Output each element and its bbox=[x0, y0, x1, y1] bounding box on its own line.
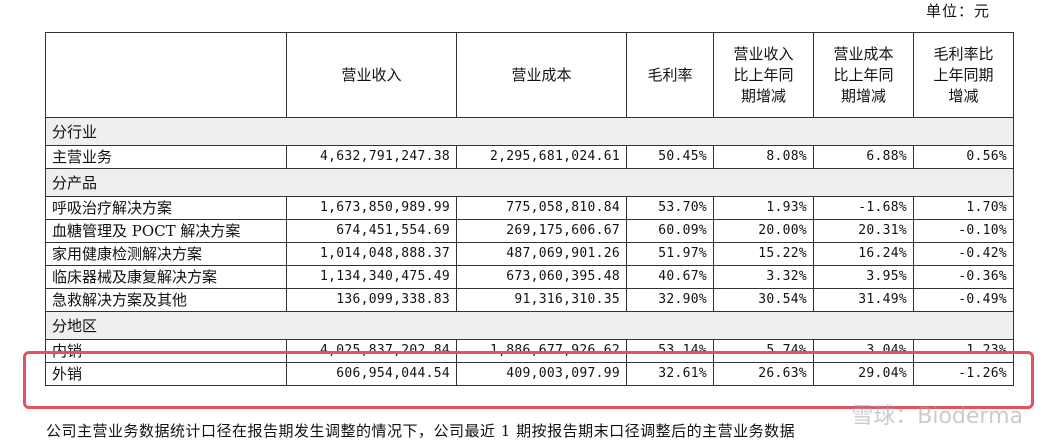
table-cell: 1,886,677,926.62 bbox=[456, 339, 627, 363]
watermark: 雪球：Bioderma bbox=[851, 404, 1023, 429]
table-cell: 3.95% bbox=[813, 265, 914, 289]
header-cell-cost: 营业成本 bbox=[456, 32, 627, 118]
table-cell: 4,025,837,202.84 bbox=[286, 339, 457, 363]
table-cell: 30.54% bbox=[713, 288, 814, 312]
table-cell: 269,175,606.67 bbox=[456, 219, 627, 243]
table-cell: 31.49% bbox=[813, 288, 914, 312]
header-text: 期增减 bbox=[740, 86, 786, 105]
table-row: 家用健康检测解决方案 1,014,048,888.37 487,069,901.26… bbox=[45, 242, 1014, 266]
table-cell: 1,014,048,888.37 bbox=[286, 242, 457, 266]
table-cell: 2,295,681,024.61 bbox=[456, 145, 627, 169]
table-cell: 136,099,338.83 bbox=[286, 288, 457, 312]
table-row: 急救解决方案及其他 136,099,338.83 91,316,310.35 32.9… bbox=[45, 288, 1014, 312]
table-row: 临床器械及康复解决方案 1,134,340,475.49 673,060,395.4… bbox=[45, 265, 1014, 289]
table-cell: 487,069,901.26 bbox=[456, 242, 627, 266]
header-text: 比上年同 bbox=[833, 65, 894, 84]
table-cell: 775,058,810.84 bbox=[456, 196, 627, 220]
table-cell: 673,060,395.48 bbox=[456, 265, 627, 289]
table-cell: 20.31% bbox=[813, 219, 914, 243]
table-cell: 3.32% bbox=[713, 265, 814, 289]
table-cell: 32.90% bbox=[626, 288, 714, 312]
table-cell: 15.22% bbox=[713, 242, 814, 266]
header-text: 营业收入 bbox=[341, 65, 402, 84]
row-label: 血糖管理及 POCT 解决方案 bbox=[45, 219, 287, 243]
table-body: 分行业 主营业务 4,632,791,247.38 2,295,681,024.61 5… bbox=[45, 117, 1014, 386]
table-cell: 32.61% bbox=[626, 362, 714, 386]
table-cell: 16.24% bbox=[813, 242, 914, 266]
header-cell-revenue-change: 营业收入比上年同期增减 bbox=[713, 32, 814, 118]
section-row: 分产品 bbox=[45, 168, 1014, 197]
section-title: 分产品 bbox=[45, 168, 1014, 197]
table-cell: 20.00% bbox=[713, 219, 814, 243]
table-cell: 40.67% bbox=[626, 265, 714, 289]
table-cell: -1.68% bbox=[813, 196, 914, 220]
row-label: 外销 bbox=[45, 362, 287, 386]
table-cell: 5.74% bbox=[713, 339, 814, 363]
row-label: 呼吸治疗解决方案 bbox=[45, 196, 287, 220]
table-cell: 0.56% bbox=[913, 145, 1014, 169]
table-cell: 53.14% bbox=[626, 339, 714, 363]
table-cell: 1.70% bbox=[913, 196, 1014, 220]
table-cell: 4,632,791,247.38 bbox=[286, 145, 457, 169]
header-text: 毛利率 bbox=[647, 65, 693, 84]
row-label: 家用健康检测解决方案 bbox=[45, 242, 287, 266]
section-title: 分地区 bbox=[45, 311, 1014, 340]
table-cell: -0.42% bbox=[913, 242, 1014, 266]
table-cell: -0.36% bbox=[913, 265, 1014, 289]
header-text: 上年同期 bbox=[933, 65, 994, 84]
table-cell: 674,451,554.69 bbox=[286, 219, 457, 243]
revenue-table: 营业收入 营业成本 毛利率 营业收入 比上年同 期增减 营业成本 比上年同 期增减 毛利… bbox=[45, 32, 1014, 386]
header-text: 毛利率比 bbox=[933, 44, 994, 63]
table-cell: 53.70% bbox=[626, 196, 714, 220]
table-row: 主营业务 4,632,791,247.38 2,295,681,024.61 50.4… bbox=[45, 145, 1014, 169]
header-text: 比上年同 bbox=[733, 65, 794, 84]
table-row: 血糖管理及 POCT 解决方案 674,451,554.69 269,175,606… bbox=[45, 219, 1014, 243]
section-row: 分地区 bbox=[45, 311, 1014, 340]
table-cell: 409,003,097.99 bbox=[456, 362, 627, 386]
row-label: 主营业务 bbox=[45, 145, 287, 169]
header-text: 营业收入 bbox=[733, 44, 794, 63]
table-cell: 1,134,340,475.49 bbox=[286, 265, 457, 289]
table-row: 外销 606,954,044.54 409,003,097.99 32.61% 26.6… bbox=[45, 362, 1014, 386]
row-label: 急救解决方案及其他 bbox=[45, 288, 287, 312]
table-cell: 3.04% bbox=[813, 339, 914, 363]
table-cell: 6.88% bbox=[813, 145, 914, 169]
footnote: 公司主营业务数据统计口径在报告期发生调整的情况下，公司最近 1 期按报告期末口径… bbox=[46, 422, 796, 440]
table-cell: 51.97% bbox=[626, 242, 714, 266]
table-cell: 606,954,044.54 bbox=[286, 362, 457, 386]
table-cell: -0.49% bbox=[913, 288, 1014, 312]
header-cell-category bbox=[45, 32, 287, 118]
table-cell: -1.26% bbox=[913, 362, 1014, 386]
table-row: 内销 4,025,837,202.84 1,886,677,926.62 53.14%… bbox=[45, 339, 1014, 363]
table-cell: 1.23% bbox=[913, 339, 1014, 363]
header-text: 增减 bbox=[948, 86, 979, 105]
row-label: 内销 bbox=[45, 339, 287, 363]
table-cell: 29.04% bbox=[813, 362, 914, 386]
header-text: 期增减 bbox=[840, 86, 886, 105]
header-cell-margin-change: 毛利率比上年同期增减 bbox=[913, 32, 1014, 118]
section-title: 分行业 bbox=[45, 117, 1014, 146]
table-cell: 26.63% bbox=[713, 362, 814, 386]
table-cell: -0.10% bbox=[913, 219, 1014, 243]
header-cell-margin: 毛利率 bbox=[626, 32, 714, 118]
table-cell: 91,316,310.35 bbox=[456, 288, 627, 312]
table-cell: 8.08% bbox=[713, 145, 814, 169]
header-cell-cost-change: 营业成本比上年同期增减 bbox=[813, 32, 914, 118]
header-row: 营业收入 营业成本 毛利率 营业收入 比上年同 期增减 营业成本 比上年同 期增减 毛利… bbox=[45, 32, 1014, 118]
table-cell: 50.45% bbox=[626, 145, 714, 169]
table-cell: 1,673,850,989.99 bbox=[286, 196, 457, 220]
header-text: 营业成本 bbox=[833, 44, 894, 63]
row-label: 临床器械及康复解决方案 bbox=[45, 265, 287, 289]
table-cell: 1.93% bbox=[713, 196, 814, 220]
section-row: 分行业 bbox=[45, 117, 1014, 146]
header-cell-revenue: 营业收入 bbox=[286, 32, 457, 118]
table-cell: 60.09% bbox=[626, 219, 714, 243]
unit-label: 单位：元 bbox=[925, 2, 990, 20]
header-text: 营业成本 bbox=[511, 65, 572, 84]
table-row: 呼吸治疗解决方案 1,673,850,989.99 775,058,810.84 53… bbox=[45, 196, 1014, 220]
